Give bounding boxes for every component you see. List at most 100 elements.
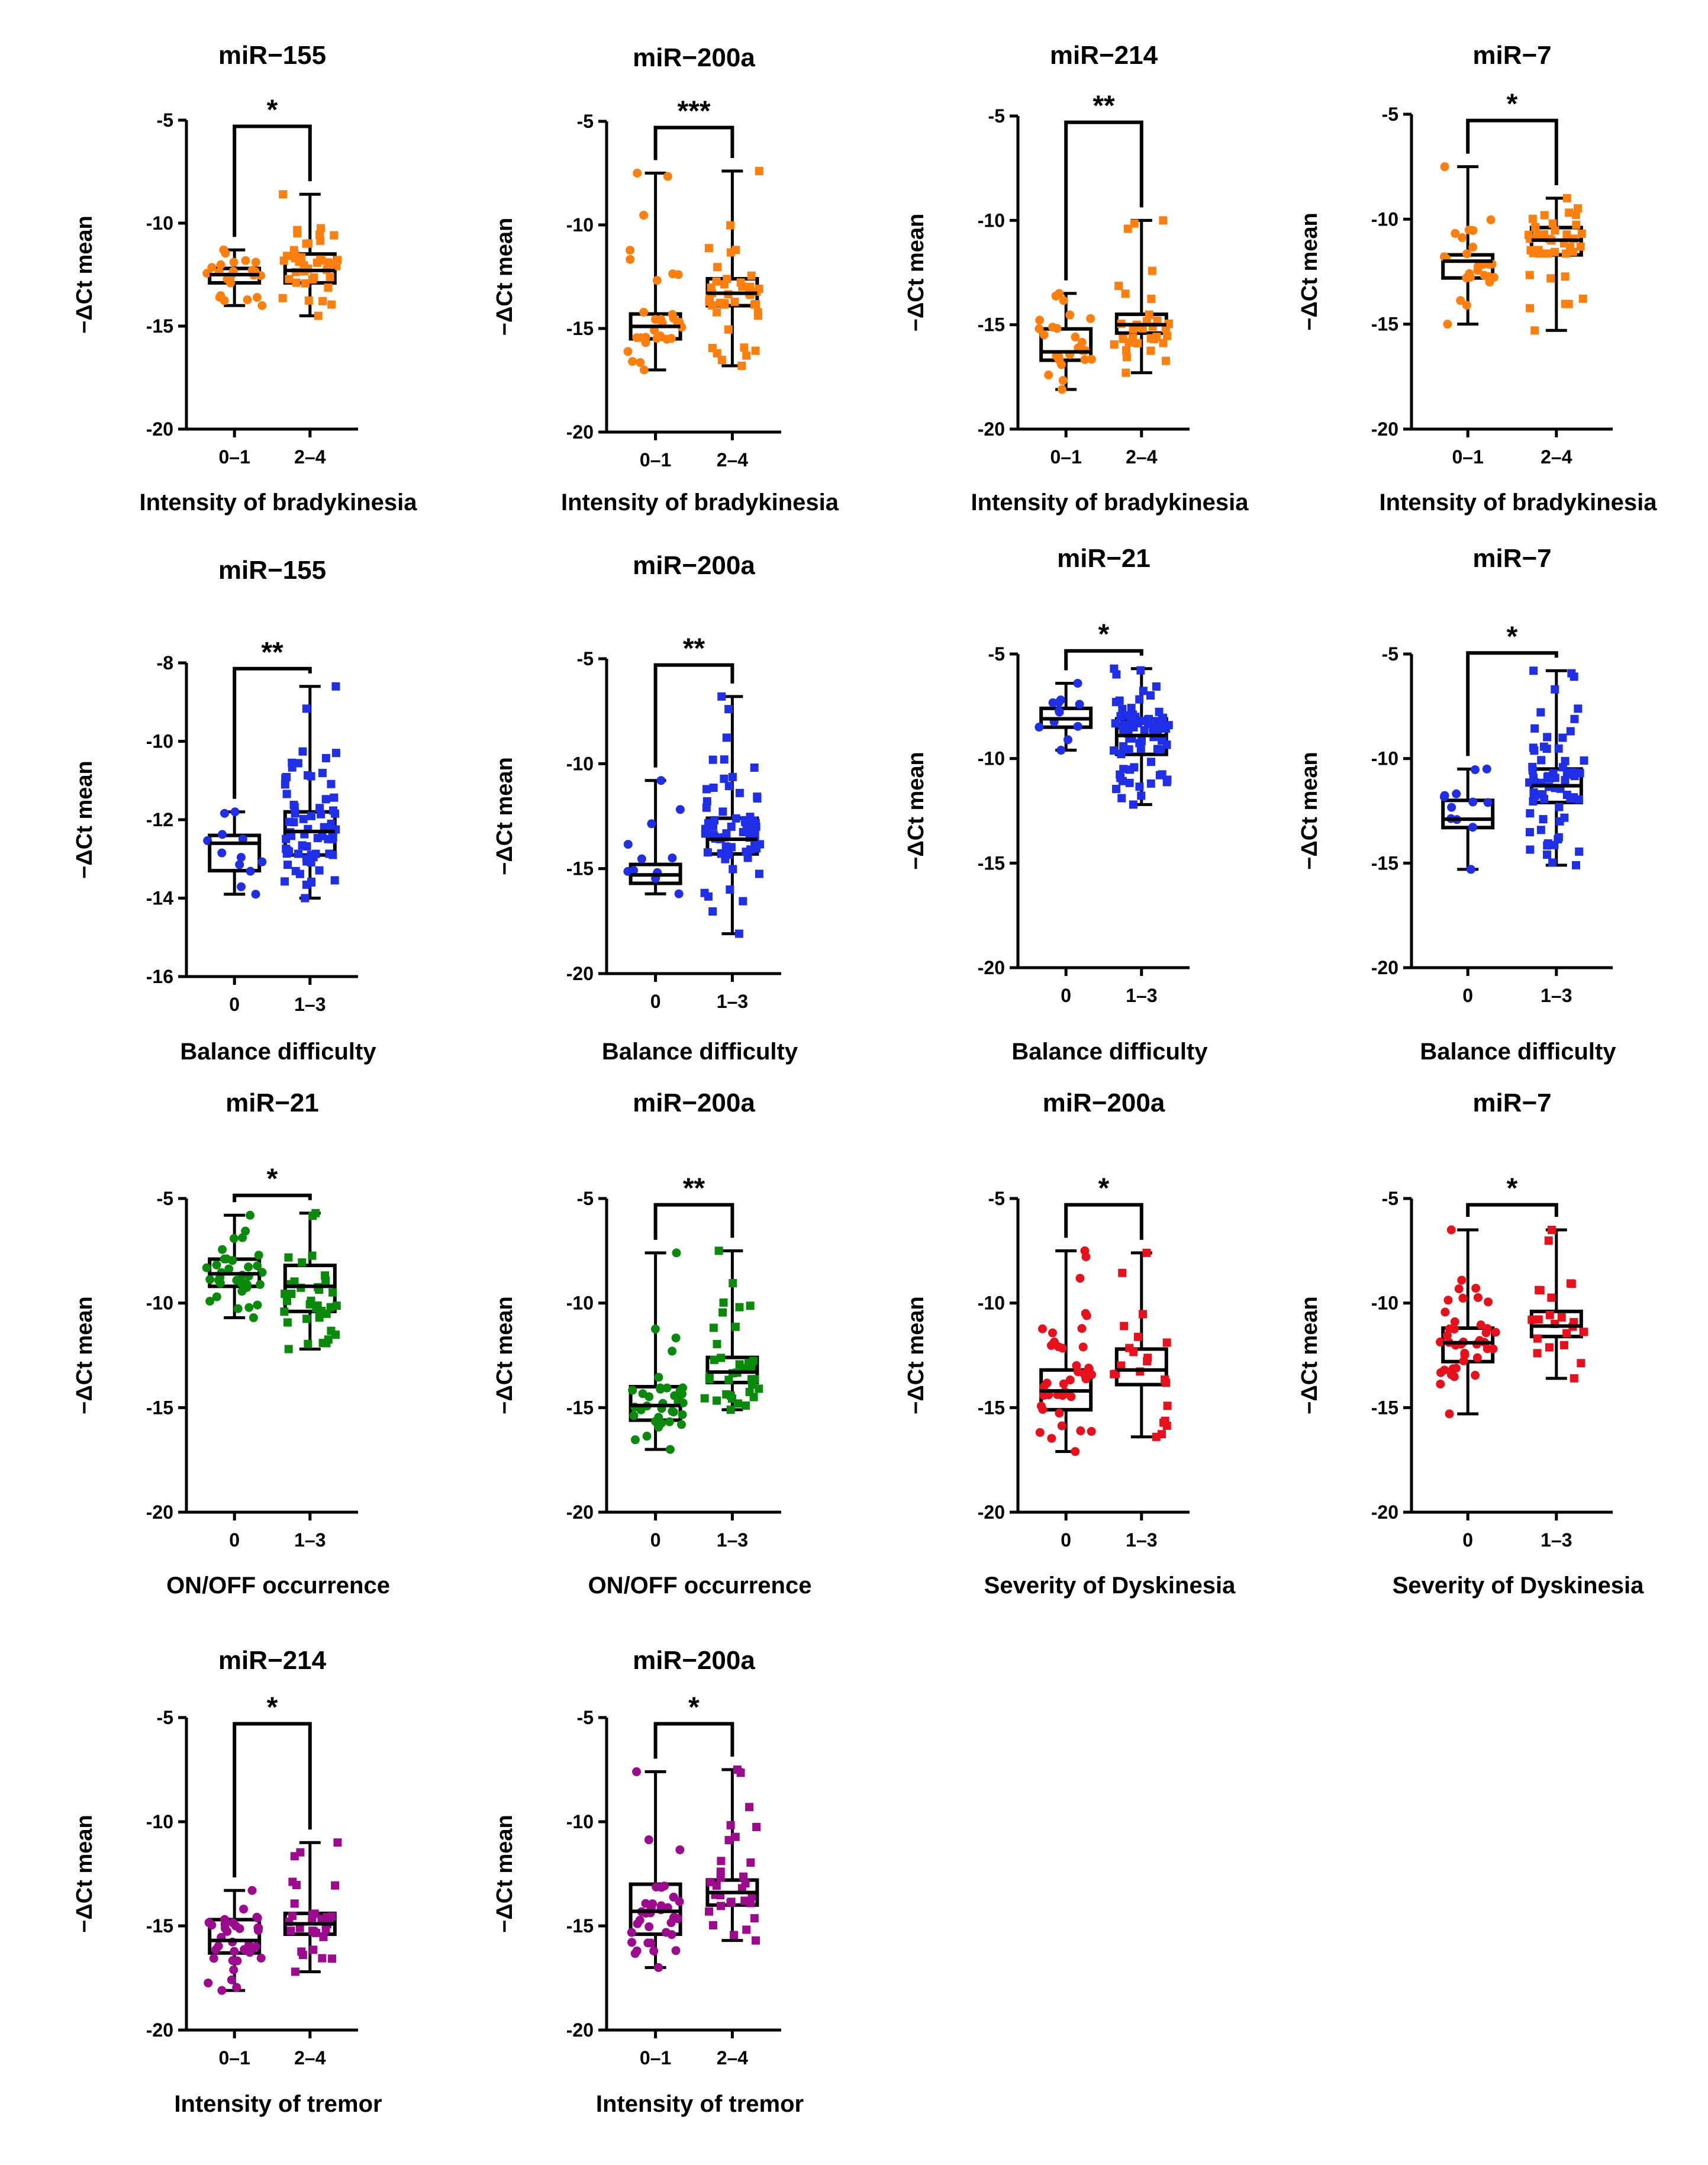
data-point [298,1258,307,1267]
data-point [1153,745,1162,753]
data-point [1484,1297,1493,1307]
y-tick-label: -20 [566,421,594,443]
data-point [1075,700,1084,709]
x-axis-label: Balance difficulty [180,1039,376,1065]
data-point [302,704,311,713]
data-point [233,1304,243,1313]
box-iqr [208,833,262,873]
data-point [731,814,740,823]
data-point [731,246,740,254]
data-point [318,297,327,305]
data-point [1531,223,1540,231]
y-tick-label: -10 [566,753,594,774]
bracket-line [1064,649,1143,671]
significance-bracket: * [1466,89,1558,185]
data-point [1440,162,1449,172]
data-point [734,929,743,938]
y-tick-label: -5 [1382,1188,1398,1209]
data-point [285,847,294,856]
significance-label: ** [1093,91,1115,122]
data-point [731,1832,740,1841]
data-point [729,865,737,874]
data-point [652,1882,661,1892]
data-point [1562,230,1571,239]
data-point [327,1326,336,1335]
y-tick-label: -10 [146,1293,173,1314]
data-point [212,1260,221,1270]
data-point [1111,719,1120,728]
bracket-line [233,1722,312,1878]
y-axis-label: −ΔCt mean [72,1296,97,1414]
data-point [1074,1367,1083,1377]
data-point [752,1936,760,1945]
data-point [326,273,334,282]
data-point [308,1910,317,1919]
y-tick-label: -5 [157,1707,173,1728]
data-point [1548,219,1557,228]
box-0–1 [627,1767,685,1972]
x-axis-label: Intensity of bradykinesia [971,489,1249,516]
y-tick-label: -10 [146,731,173,752]
data-point [717,692,726,701]
panel-1: miR−155 -5 -10 -15 -20 −ΔCt mean 0–1 2–4 Intensi… [72,41,417,516]
data-point [742,351,751,360]
data-point [1561,249,1570,258]
box-2–4 [1524,194,1587,335]
panel-title: miR−200a [1043,1088,1165,1117]
data-point [705,1907,714,1916]
data-point [1081,1252,1091,1261]
data-point [308,1251,317,1260]
data-point [709,783,718,792]
y-tick-label: -10 [146,212,173,234]
panel-5: miR−155 -8 -10 -12 -14 -16 −ΔCt mean 0 1–3 Balanc… [72,556,376,1065]
box-0 [1439,764,1495,874]
data-point [224,1264,234,1274]
data-point [220,1254,229,1264]
panel-title: miR−200a [633,1646,755,1675]
data-point [742,848,750,856]
data-point [1137,736,1146,745]
data-point [739,897,747,906]
panel-2: miR−200a -5 -10 -15 -20 −ΔCt mean 0–1 2–4 Intens… [492,43,839,516]
y-tick-label: -15 [146,1397,173,1418]
data-point [745,1803,754,1812]
data-point [1051,291,1061,301]
data-point [229,1234,239,1243]
x-tick-label: 1–3 [1126,985,1157,1006]
data-point [1130,763,1139,772]
data-point [1534,246,1543,254]
data-point [1143,1357,1152,1365]
data-point [730,297,739,306]
data-point [245,1948,254,1957]
data-point [1561,272,1570,281]
data-point [714,1246,723,1255]
data-point [1077,337,1087,347]
data-point [1464,225,1474,235]
significance-label: * [267,1164,278,1195]
data-point [1122,353,1131,362]
x-tick-label: 2–4 [294,446,326,468]
data-point [1439,792,1449,801]
significance-bracket: ** [653,633,734,768]
data-point [1080,355,1090,364]
significance-bracket: * [1466,1173,1558,1217]
data-point [668,1346,677,1356]
data-point [1557,1313,1566,1322]
data-point [642,1432,652,1441]
data-point [629,1411,639,1420]
data-point [746,1899,755,1908]
data-point [1136,745,1145,753]
data-point [724,325,733,334]
data-point [722,1390,731,1399]
data-point [1574,704,1583,713]
data-point [1162,1338,1171,1347]
data-point [1529,743,1538,752]
data-point [281,774,290,782]
data-point [1129,710,1137,719]
data-point [716,1902,725,1911]
data-point [678,1398,688,1407]
data-point [746,1858,755,1867]
data-point [1116,770,1124,779]
data-point [1159,713,1168,722]
data-point [746,1301,755,1310]
